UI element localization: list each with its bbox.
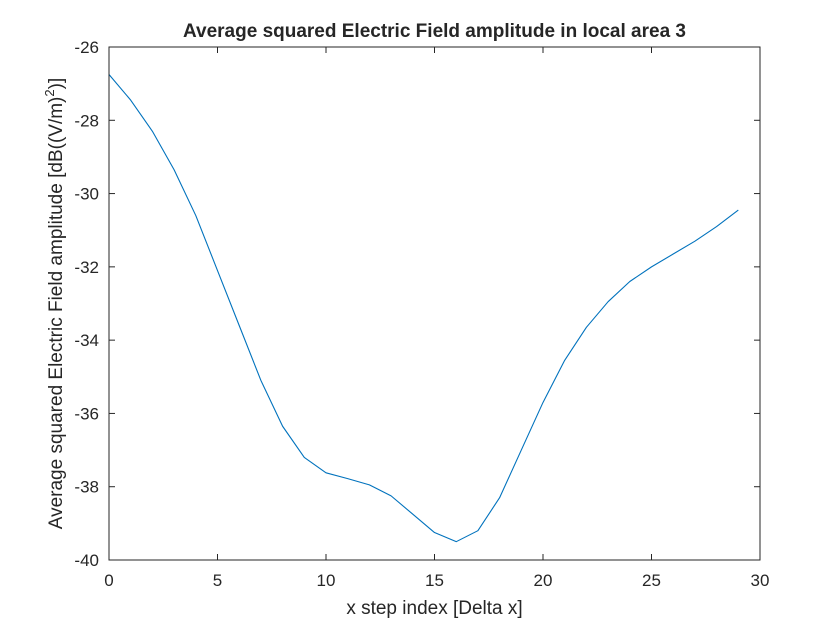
x-tick-label: 15	[425, 571, 444, 590]
y-tick-label: -34	[74, 331, 99, 350]
y-tick-label: -28	[74, 111, 99, 130]
y-tick-label: -38	[74, 478, 99, 497]
y-axis-label: Average squared Electric Field amplitude…	[42, 78, 67, 529]
y-axis-label-suffix: )]	[46, 78, 67, 90]
y-tick-label: -32	[74, 258, 99, 277]
ticks-layer: 0 5 10 15 20 25 30 -40 -38 -36 -34 -32 -30 -28 -26	[74, 38, 769, 590]
x-tick-label: 30	[751, 571, 770, 590]
y-tick-label: -36	[74, 404, 99, 423]
y-tick-label: -26	[74, 38, 99, 57]
series-line-0	[108, 74, 739, 543]
y-tick-label: -40	[74, 551, 99, 570]
x-axis-label: x step index [Delta x]	[346, 598, 522, 619]
series-layer	[108, 74, 739, 543]
y-tick-label: -30	[74, 185, 99, 204]
y-axis-label-superscript: 2	[42, 89, 57, 96]
x-tick-label: 10	[317, 571, 336, 590]
x-tick-label: 20	[534, 571, 553, 590]
x-tick-label: 0	[104, 571, 113, 590]
plot-area	[109, 47, 760, 560]
axes-box	[108, 46, 761, 561]
y-axis-label-main: Average squared Electric Field amplitude…	[46, 97, 67, 530]
x-tick-label: 5	[213, 571, 222, 590]
x-tick-label: 25	[642, 571, 661, 590]
chart-title: Average squared Electric Field amplitude…	[183, 21, 686, 42]
